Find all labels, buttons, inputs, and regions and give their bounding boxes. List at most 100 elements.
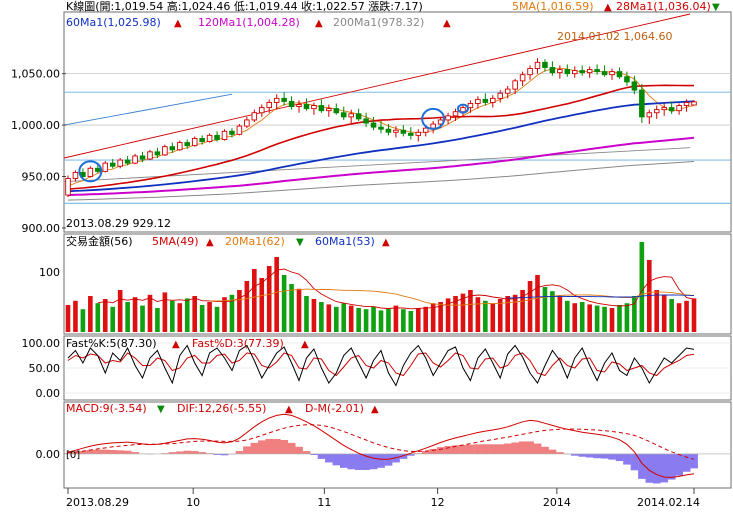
candle-body <box>371 123 376 127</box>
volume-bar <box>364 309 369 332</box>
candle-body <box>140 156 145 159</box>
volume-bar <box>215 307 220 332</box>
volume-bar <box>170 301 175 332</box>
candlestick <box>88 166 93 177</box>
volume-bar <box>95 303 100 332</box>
volume-bar <box>565 301 570 332</box>
candle-body <box>617 72 622 77</box>
candle-body <box>498 93 503 98</box>
candle-body <box>423 128 428 132</box>
macd-histogram-bar <box>586 454 594 458</box>
candle-body <box>259 108 264 113</box>
macd-histogram-bar <box>265 439 273 454</box>
macd-histogram-bar <box>355 454 363 470</box>
macd-histogram-bar <box>109 450 117 454</box>
stochastic-y-tick-label: 0.00 <box>36 387 61 400</box>
ma120-label: 120Ma1(1,004.28) <box>198 16 300 29</box>
price-panel <box>64 12 731 232</box>
volume-bar <box>252 269 257 332</box>
macd-arrow: ▼ <box>157 404 165 415</box>
fast-d-arrow: ▲ <box>301 339 309 350</box>
candle-body <box>379 127 384 129</box>
volume-bar <box>572 303 577 332</box>
candle-body <box>602 72 607 75</box>
volume-bar <box>118 290 123 332</box>
candle-body <box>654 110 659 113</box>
volume-bar <box>274 257 279 332</box>
volume-bar <box>155 308 160 332</box>
volume-bar <box>192 296 197 332</box>
volume-bar <box>282 275 287 332</box>
macd-histogram-bar <box>519 441 527 453</box>
macd-histogram-bar <box>675 454 683 476</box>
macd-histogram-bar <box>176 451 184 453</box>
volume-bar <box>550 291 555 332</box>
candle-body <box>543 62 548 67</box>
x-axis-label: 2014 <box>543 496 571 509</box>
dm-arrow: ▲ <box>371 404 379 415</box>
candle-body <box>312 106 317 109</box>
volume-bar <box>386 308 391 332</box>
candle-body <box>319 106 324 111</box>
candle-body <box>662 108 667 110</box>
candle-body <box>468 103 473 107</box>
volume-bar <box>245 281 250 332</box>
candle-body <box>565 70 570 74</box>
macd-histogram-bar <box>124 451 132 454</box>
macd-histogram-bar <box>511 443 519 454</box>
ma28-arrow: ▼ <box>712 2 720 13</box>
candle-body <box>595 70 600 72</box>
volume-bar <box>490 303 495 332</box>
candle-body <box>677 106 682 111</box>
candle-body <box>558 70 563 73</box>
candle-body <box>550 67 555 72</box>
candle-body <box>185 143 190 146</box>
macd-histogram-bar <box>534 444 542 454</box>
macd-histogram-bar <box>459 445 467 454</box>
candle-body <box>587 70 592 73</box>
macd-label: MACD:9(-3.54) <box>66 402 147 415</box>
candle-body <box>207 135 212 141</box>
price-title: K線圖(開:1,019.54 高:1,024.46 低:1,019.44 收:1… <box>66 0 423 13</box>
macd-histogram-bar <box>94 450 102 454</box>
volume-bar <box>640 242 645 332</box>
macd-histogram-bar <box>526 441 534 453</box>
price-y-tick-label: 950.00 <box>22 171 61 184</box>
volume-bar <box>416 308 421 332</box>
volume-bar <box>125 302 130 332</box>
stochastic-y-tick-label: 50.00 <box>29 362 61 375</box>
volume-ma5-arrow: ▲ <box>206 237 214 248</box>
volume-bar <box>580 302 585 332</box>
candle-body <box>215 135 220 139</box>
candle-body <box>252 113 257 120</box>
volume-bar <box>327 304 332 332</box>
candle-body <box>394 130 399 132</box>
volume-bar <box>684 301 689 332</box>
candle-body <box>118 160 123 166</box>
candle-body <box>237 126 242 134</box>
candle-body <box>192 138 197 145</box>
macd-histogram-bar <box>482 444 490 454</box>
macd-histogram-bar <box>347 454 355 469</box>
volume-bar <box>371 307 376 332</box>
volume-bar <box>73 301 78 332</box>
candle-body <box>692 102 697 105</box>
dm-label: D-M(-2.01) <box>305 402 364 415</box>
candle-body <box>408 133 413 135</box>
candle-body <box>505 89 510 93</box>
macd-histogram-bar <box>102 450 110 454</box>
candle-body <box>684 102 689 105</box>
volume-ma5-label: 5MA(49) <box>152 235 199 248</box>
macd-histogram-bar <box>429 449 437 454</box>
candle-body <box>297 105 302 107</box>
volume-bar <box>66 305 71 332</box>
candle-body <box>163 147 168 155</box>
candlestick <box>237 124 242 135</box>
ma200-label: 200Ma1(978.32) <box>333 16 424 29</box>
volume-bar <box>140 306 145 332</box>
volume-bar <box>602 307 607 332</box>
macd-histogram-bar <box>87 450 95 454</box>
volume-bar <box>297 289 302 332</box>
candle-body <box>483 99 488 102</box>
volume-bar <box>513 295 518 332</box>
